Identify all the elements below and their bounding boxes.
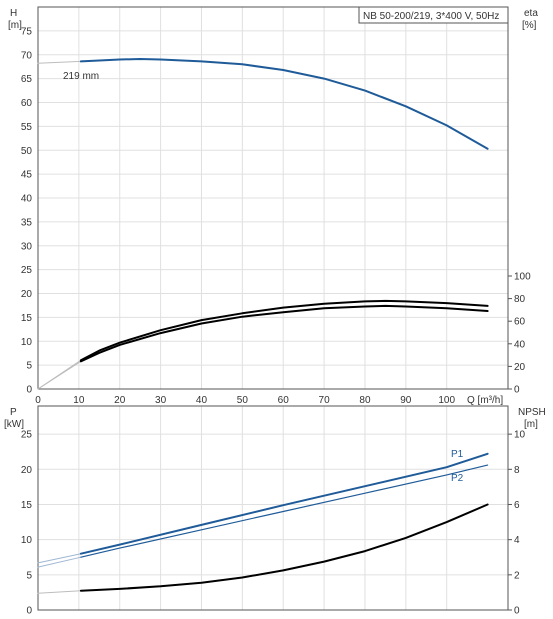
eta-tick-label: 100	[514, 272, 531, 283]
head-curve	[79, 58, 489, 150]
lower-tick-labels: 0 5 10 15 20 25 0 2 4 6 8 10	[21, 430, 526, 617]
x-tick-label: 70	[319, 395, 331, 406]
lower-left-axis-unit: [kW]	[4, 419, 24, 430]
power-tick-label: 0	[26, 606, 32, 617]
head-tick-label: 5	[26, 361, 32, 372]
lower-right-axis-unit: [m]	[524, 419, 538, 430]
power-curve-p2	[80, 464, 489, 558]
head-tick-label: 60	[21, 98, 33, 109]
series-label-p2: P2	[451, 473, 464, 484]
head-tick-label: 20	[21, 289, 33, 300]
x-tick-label: 100	[438, 395, 455, 406]
eta-tick-label: 0	[514, 385, 520, 396]
head-curve-extension	[37, 60, 82, 64]
head-tick-label: 45	[21, 170, 33, 181]
head-tick-label: 25	[21, 265, 33, 276]
title-box: NB 50-200/219, 3*400 V, 50Hz	[358, 6, 509, 24]
eta-tick-label: 20	[514, 362, 526, 373]
efficiency-curve-2-extension	[37, 360, 82, 390]
head-tick-label: 35	[21, 217, 33, 228]
npsh-curve-extension	[37, 590, 82, 594]
upper-plot-frame	[37, 6, 509, 390]
efficiency-curve-2	[79, 304, 489, 363]
curves	[37, 58, 489, 594]
lower-right-axis-label: NPSH	[518, 407, 546, 418]
x-tick-label: 30	[155, 395, 167, 406]
chart-title: NB 50-200/219, 3*400 V, 50Hz	[363, 11, 499, 22]
upper-left-axis-unit: [m]	[8, 20, 22, 31]
x-tick-label: 20	[114, 395, 126, 406]
head-tick-label: 0	[26, 385, 32, 396]
npsh-tick-label: 4	[514, 535, 520, 546]
upper-left-axis-label: H	[10, 8, 17, 19]
head-tick-label: 10	[21, 337, 33, 348]
upper-right-axis-label: eta	[524, 8, 538, 19]
x-tick-label: 90	[400, 395, 412, 406]
x-tick-label: 80	[359, 395, 371, 406]
power-tick-label: 10	[21, 535, 33, 546]
head-tick-label: 40	[21, 194, 33, 205]
eta-tick-label: 40	[514, 339, 526, 350]
x-tick-label: 40	[196, 395, 208, 406]
head-tick-label: 70	[21, 50, 33, 61]
power-curve-p1	[79, 452, 489, 555]
power-tick-label: 20	[21, 465, 33, 476]
impeller-diameter-annotation: 219 mm	[63, 71, 99, 82]
power-tick-label: 5	[26, 570, 32, 581]
lower-plot-frame	[37, 405, 509, 611]
npsh-curve	[79, 503, 489, 592]
x-tick-label: 60	[278, 395, 290, 406]
power-curve-p1-extension	[37, 553, 82, 564]
lower-left-axis-label: P	[10, 407, 17, 418]
npsh-tick-label: 2	[514, 570, 520, 581]
head-tick-label: 65	[21, 74, 33, 85]
upper-tick-labels: 0 10 20 30 40 50 60 70 80 90 100 0 5 10 15 20 25 30 35 40 45…	[21, 26, 531, 406]
x-tick-label: 0	[35, 395, 41, 406]
x-axis-label: Q [m³/h]	[467, 395, 503, 406]
power-curve-p2-extension	[37, 556, 82, 568]
eta-tick-label: 60	[514, 317, 526, 328]
npsh-tick-label: 0	[514, 606, 520, 617]
x-tick-label: 10	[73, 395, 85, 406]
npsh-tick-label: 8	[514, 465, 520, 476]
head-tick-label: 75	[21, 26, 33, 37]
head-tick-label: 50	[21, 146, 33, 157]
upper-right-axis-unit: [%]	[522, 20, 537, 31]
head-tick-label: 55	[21, 122, 33, 133]
head-tick-label: 30	[21, 241, 33, 252]
npsh-tick-label: 10	[514, 430, 526, 441]
upper-grid	[37, 7, 508, 390]
x-tick-label: 50	[237, 395, 249, 406]
series-label-p1: P1	[451, 449, 464, 460]
power-tick-label: 15	[21, 500, 33, 511]
efficiency-curve-1	[79, 299, 489, 362]
head-tick-label: 15	[21, 313, 33, 324]
eta-tick-label: 80	[514, 294, 526, 305]
npsh-tick-label: 6	[514, 500, 520, 511]
power-tick-label: 25	[21, 430, 33, 441]
